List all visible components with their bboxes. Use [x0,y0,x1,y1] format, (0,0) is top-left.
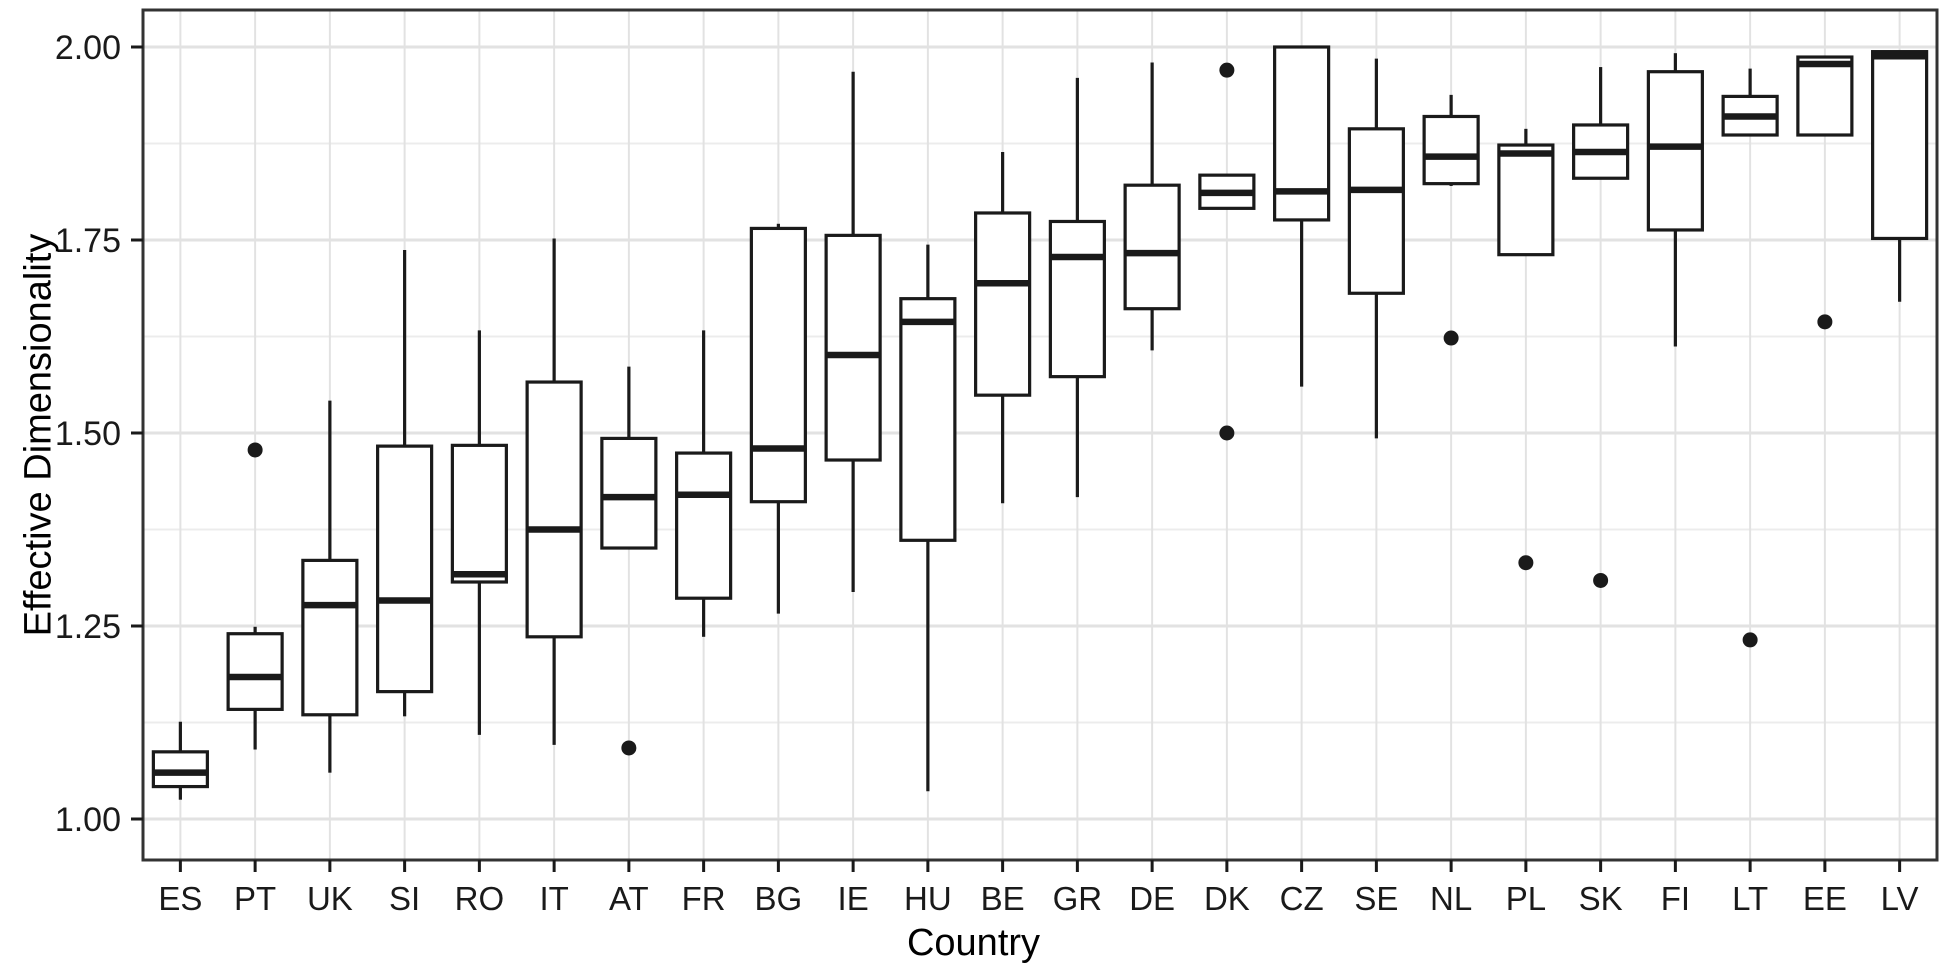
x-tick-label-LT: LT [1732,880,1768,917]
box-BG [749,226,807,504]
x-tick-label-SE: SE [1354,880,1398,917]
x-tick-label-NL: NL [1430,880,1472,917]
x-tick-label-IE: IE [838,880,869,917]
box-AT [600,436,658,550]
x-tick-label-CZ: CZ [1280,880,1324,917]
y-axis-title: Effective Dimensionality [17,233,60,637]
x-tick-label-BG: BG [755,880,803,917]
x-tick-label-DE: DE [1129,880,1175,917]
outlier-SK-0 [1593,572,1609,588]
box-IT [525,380,583,639]
box-ES [151,750,209,789]
x-tick-label-LV: LV [1881,880,1919,917]
x-tick-label-RO: RO [455,880,505,917]
box-DE [1123,183,1181,311]
x-tick-label-IT: IT [539,880,568,917]
box-HU [899,297,957,542]
panel-border [141,8,1939,862]
box-FR [675,451,733,600]
box-EE [1796,55,1854,137]
x-tick-label-SI: SI [389,880,420,917]
y-tick-label: 1.25 [55,608,121,646]
box-GR [1048,219,1106,379]
panel-background [143,10,1937,860]
y-tick-label: 1.75 [55,222,121,260]
outlier-PL-0 [1518,555,1534,571]
x-tick-label-EE: EE [1803,880,1847,917]
y-tick-label: 2.00 [55,29,121,67]
x-tick-label-GR: GR [1053,880,1103,917]
x-tick-label-HU: HU [904,880,952,917]
outlier-DK-0 [1219,62,1235,78]
outlier-NL-0 [1443,330,1459,346]
box-PL [1497,143,1555,257]
x-tick-label-BE: BE [981,880,1025,917]
outlier-AT-0 [621,740,637,756]
outlier-DK-1 [1219,425,1235,441]
box-PT [226,632,284,711]
x-tick-label-ES: ES [158,880,202,917]
x-tick-label-FI: FI [1661,880,1690,917]
box-SE [1347,127,1405,295]
x-tick-label-SK: SK [1579,880,1623,917]
x-axis-title: Country [906,922,1041,964]
box-BE [974,211,1032,397]
x-tick-label-PL: PL [1506,880,1546,917]
y-tick-label: 1.00 [55,801,121,839]
box-RO [450,443,508,584]
box-UK [301,558,359,717]
outlier-EE-0 [1817,314,1833,330]
x-tick-label-UK: UK [307,880,353,917]
x-tick-label-DK: DK [1204,880,1250,917]
y-tick-label: 1.50 [55,415,121,453]
box-FI [1646,70,1704,232]
box-LV [1871,50,1929,241]
outlier-PT-0 [247,442,263,458]
box-NL [1422,114,1480,186]
x-tick-label-FR: FR [682,880,726,917]
box-SI [376,444,434,694]
box-IE [824,233,882,462]
x-tick-label-AT: AT [609,880,649,917]
x-tick-label-PT: PT [234,880,276,917]
outlier-LT-0 [1742,632,1758,648]
